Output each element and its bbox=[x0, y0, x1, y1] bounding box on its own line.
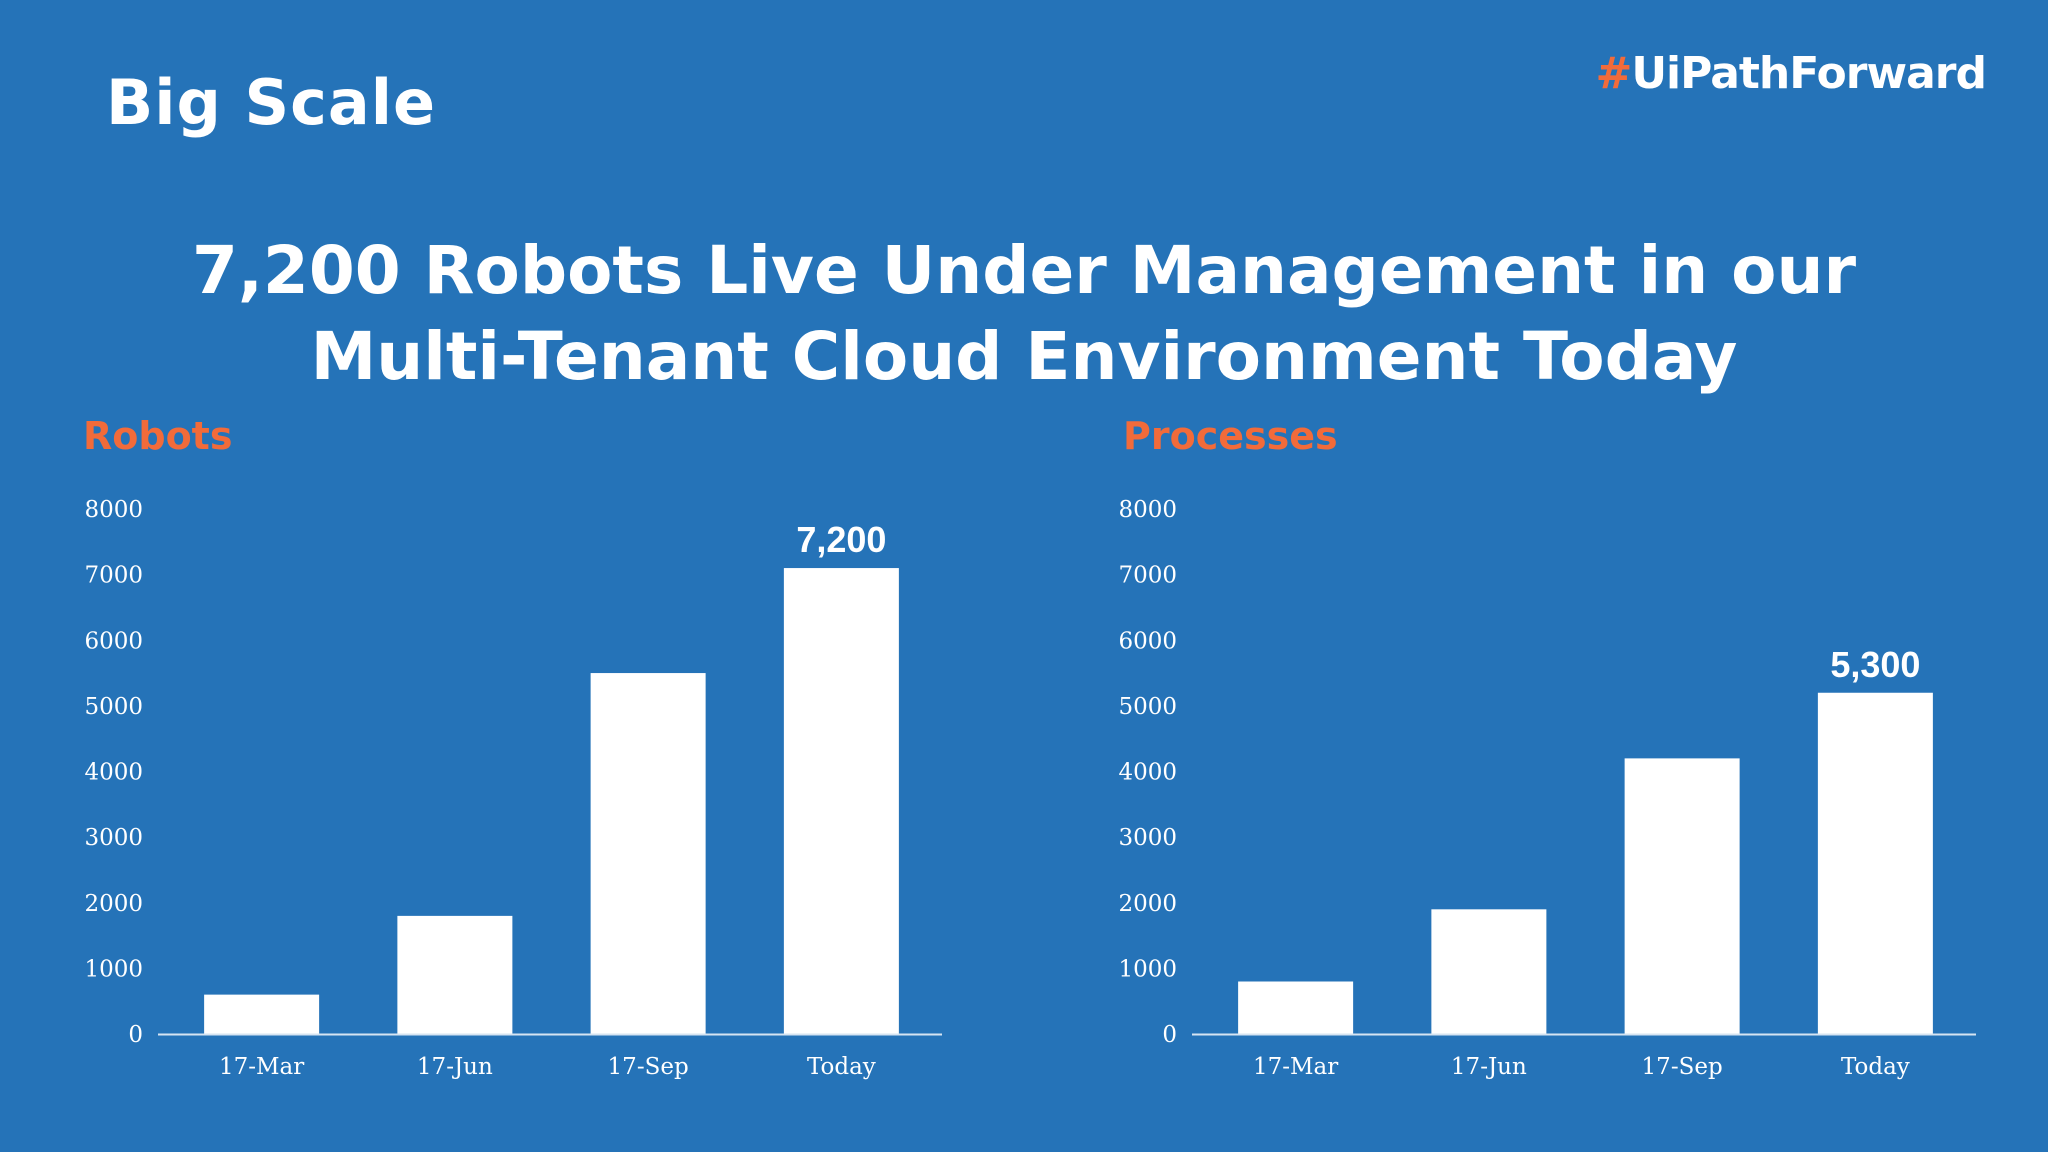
y-tick-label: 4000 bbox=[84, 760, 143, 786]
y-tick-label: 2000 bbox=[1118, 891, 1177, 917]
headline-line-2: Multi-Tenant Cloud Environment Today bbox=[310, 318, 1738, 395]
y-tick-label: 1000 bbox=[1118, 956, 1177, 982]
y-tick-label: 6000 bbox=[84, 628, 143, 654]
bar bbox=[397, 915, 513, 1034]
x-tick-label: 17-Jun bbox=[1451, 1054, 1527, 1080]
y-tick-label: 7000 bbox=[84, 563, 143, 589]
x-tick-label: Today bbox=[807, 1054, 876, 1080]
bar bbox=[1238, 981, 1354, 1034]
headline: 7,200 Robots Live Under Management in ou… bbox=[0, 228, 2048, 400]
processes-bar-chart: 0 1000 2000 3000 4000 5000 6000 7000 8000 17-Mar 1… bbox=[1118, 497, 1976, 1080]
brand-logo: #UiPathForward bbox=[1595, 48, 1987, 99]
bar bbox=[204, 994, 320, 1034]
y-tick-label: 5000 bbox=[1118, 694, 1177, 720]
x-tick-label: 17-Jun bbox=[417, 1054, 493, 1080]
brand-name: UiPathForward bbox=[1631, 48, 1987, 99]
x-tick-label: 17-Mar bbox=[1253, 1054, 1338, 1080]
y-tick-label: 3000 bbox=[84, 825, 143, 851]
bar bbox=[590, 673, 706, 1034]
y-tick-label: 7000 bbox=[1118, 563, 1177, 589]
robots-bar-chart: 0 1000 2000 3000 4000 5000 6000 7000 8000 17-Mar 1… bbox=[84, 497, 942, 1080]
y-tick-label: 6000 bbox=[1118, 628, 1177, 654]
y-tick-label: 3000 bbox=[1118, 825, 1177, 851]
y-tick-label: 5000 bbox=[84, 694, 143, 720]
y-tick-label: 1000 bbox=[84, 956, 143, 982]
section-title: Big Scale bbox=[106, 66, 437, 139]
headline-line-1: 7,200 Robots Live Under Management in ou… bbox=[191, 232, 1857, 309]
x-tick-label: 17-Sep bbox=[1642, 1054, 1723, 1080]
bar bbox=[1431, 909, 1547, 1034]
bar bbox=[1624, 758, 1740, 1034]
bar bbox=[1817, 692, 1933, 1034]
brand-hash: # bbox=[1595, 48, 1632, 99]
y-tick-label: 0 bbox=[1162, 1022, 1177, 1048]
robots-chart-title: Robots bbox=[83, 414, 233, 458]
x-tick-label: 17-Mar bbox=[219, 1054, 304, 1080]
y-tick-label: 2000 bbox=[84, 891, 143, 917]
x-tick-label: 17-Sep bbox=[608, 1054, 689, 1080]
y-tick-label: 8000 bbox=[1118, 497, 1177, 523]
x-tick-label: Today bbox=[1841, 1054, 1910, 1080]
processes-chart-title: Processes bbox=[1123, 414, 1338, 458]
y-tick-label: 4000 bbox=[1118, 760, 1177, 786]
y-tick-label: 8000 bbox=[84, 497, 143, 523]
data-label: 5,300 bbox=[1830, 644, 1920, 685]
y-tick-label: 0 bbox=[128, 1022, 143, 1048]
data-label: 7,200 bbox=[796, 519, 886, 560]
bar bbox=[783, 568, 899, 1034]
